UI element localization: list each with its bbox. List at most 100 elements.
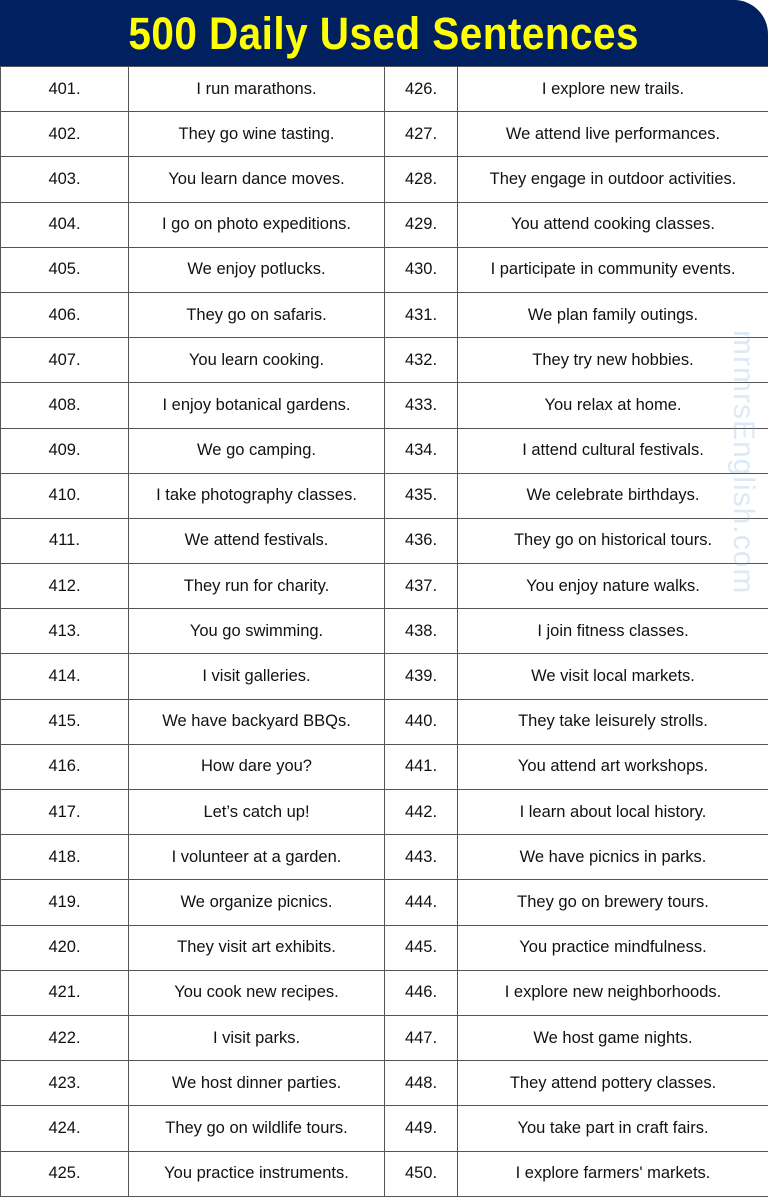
sentence-number: 436. [385,518,458,563]
sentence-number: 403. [1,157,129,202]
sentence-text: They visit art exhibits. [129,925,385,970]
table-row: 416.How dare you?441.You attend art work… [1,744,768,789]
sentence-number: 401. [1,67,129,112]
sentence-text: We organize picnics. [129,880,385,925]
sentence-text: I explore new neighborhoods. [458,970,768,1015]
sentence-number: 437. [385,564,458,609]
sentence-number: 439. [385,654,458,699]
sentence-text: You take part in craft fairs. [458,1106,768,1151]
table-row: 425.You practice instruments.450.I explo… [1,1151,768,1196]
sentence-text: They go on safaris. [129,292,385,337]
sentence-number: 402. [1,112,129,157]
sentence-number: 406. [1,292,129,337]
sentence-number: 421. [1,970,129,1015]
sentence-number: 425. [1,1151,129,1196]
sentence-number: 434. [385,428,458,473]
sentence-text: They attend pottery classes. [458,1061,768,1106]
sentence-text: They go on wildlife tours. [129,1106,385,1151]
sentence-text: I explore new trails. [458,67,768,112]
sentence-number: 415. [1,699,129,744]
sentence-number: 428. [385,157,458,202]
sentence-number: 442. [385,790,458,835]
sentence-number: 409. [1,428,129,473]
sentence-number: 412. [1,564,129,609]
table-row: 422.I visit parks.447.We host game night… [1,1015,768,1060]
sentence-text: You relax at home. [458,383,768,428]
sentence-text: We enjoy potlucks. [129,247,385,292]
sentence-text: You practice mindfulness. [458,925,768,970]
sentence-text: They go on historical tours. [458,518,768,563]
sentence-number: 440. [385,699,458,744]
table-row: 407.You learn cooking.432.They try new h… [1,338,768,383]
sentence-text: We have backyard BBQs. [129,699,385,744]
sentence-number: 414. [1,654,129,699]
table-row: 420.They visit art exhibits.445.You prac… [1,925,768,970]
sentence-number: 426. [385,67,458,112]
sentence-text: They try new hobbies. [458,338,768,383]
table-row: 404.I go on photo expeditions.429.You at… [1,202,768,247]
sentence-text: I visit galleries. [129,654,385,699]
table-row: 415.We have backyard BBQs.440.They take … [1,699,768,744]
sentence-text: They take leisurely strolls. [458,699,768,744]
sentence-text: We have picnics in parks. [458,835,768,880]
table-row: 412.They run for charity.437.You enjoy n… [1,564,768,609]
table-row: 419.We organize picnics.444.They go on b… [1,880,768,925]
sentence-number: 404. [1,202,129,247]
sentence-number: 419. [1,880,129,925]
table-row: 424.They go on wildlife tours.449.You ta… [1,1106,768,1151]
sentence-text: They engage in outdoor activities. [458,157,768,202]
sentence-text: I learn about local history. [458,790,768,835]
sentence-text: I take photography classes. [129,473,385,518]
sentence-text: You cook new recipes. [129,970,385,1015]
sentence-text: I join fitness classes. [458,609,768,654]
sentence-number: 423. [1,1061,129,1106]
sentence-number: 405. [1,247,129,292]
sentence-text: We celebrate birthdays. [458,473,768,518]
sentence-text: Let’s catch up! [129,790,385,835]
sentence-text: We visit local markets. [458,654,768,699]
sentence-text: They run for charity. [129,564,385,609]
sentence-number: 443. [385,835,458,880]
sentence-number: 447. [385,1015,458,1060]
sentence-text: You attend art workshops. [458,744,768,789]
sentence-text: We host game nights. [458,1015,768,1060]
sentence-number: 445. [385,925,458,970]
sentence-number: 417. [1,790,129,835]
sentence-number: 413. [1,609,129,654]
sentence-number: 424. [1,1106,129,1151]
sentence-number: 449. [385,1106,458,1151]
sentence-text: I visit parks. [129,1015,385,1060]
table-row: 414.I visit galleries.439.We visit local… [1,654,768,699]
sentence-text: We attend festivals. [129,518,385,563]
header-banner: 500 Daily Used Sentences [0,0,768,66]
sentences-table: 401.I run marathons.426.I explore new tr… [0,66,768,1197]
sentence-text: I go on photo expeditions. [129,202,385,247]
sentence-number: 441. [385,744,458,789]
table-row: 423.We host dinner parties.448.They atte… [1,1061,768,1106]
sentence-number: 429. [385,202,458,247]
sentence-text: I participate in community events. [458,247,768,292]
sentence-number: 420. [1,925,129,970]
table-row: 409.We go camping.434.I attend cultural … [1,428,768,473]
table-row: 411.We attend festivals.436.They go on h… [1,518,768,563]
sentence-text: You learn cooking. [129,338,385,383]
sentence-number: 427. [385,112,458,157]
sentence-text: You go swimming. [129,609,385,654]
table-row: 410.I take photography classes.435.We ce… [1,473,768,518]
sentence-number: 410. [1,473,129,518]
sentence-number: 435. [385,473,458,518]
sentence-number: 446. [385,970,458,1015]
sentence-text: I run marathons. [129,67,385,112]
table-row: 418.I volunteer at a garden.443.We have … [1,835,768,880]
table-row: 402.They go wine tasting.427.We attend l… [1,112,768,157]
sentence-number: 422. [1,1015,129,1060]
sentence-number: 448. [385,1061,458,1106]
sentence-text: We host dinner parties. [129,1061,385,1106]
sentence-text: You attend cooking classes. [458,202,768,247]
sentence-text: I explore farmers' markets. [458,1151,768,1196]
sentence-number: 418. [1,835,129,880]
sentence-number: 407. [1,338,129,383]
sentence-number: 438. [385,609,458,654]
sentence-number: 416. [1,744,129,789]
table-row: 403.You learn dance moves.428.They engag… [1,157,768,202]
